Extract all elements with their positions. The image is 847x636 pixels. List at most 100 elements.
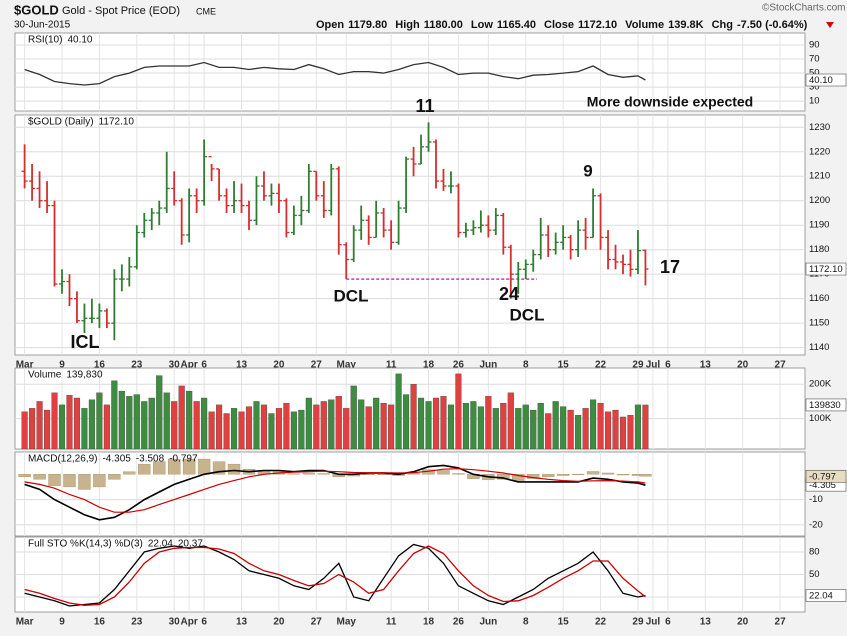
y-tick-label: 100K: [809, 413, 832, 424]
histogram-bar: [138, 463, 151, 475]
y-tick-label: 1150: [809, 318, 829, 329]
volume-bar: [73, 397, 81, 450]
histogram-bar: [437, 470, 450, 475]
volume-bar: [126, 396, 133, 450]
x-tick-label: 13: [700, 360, 712, 371]
volume-bar: [66, 395, 73, 450]
panel-title: Volume: [28, 370, 62, 381]
x-tick-label: 20: [737, 617, 749, 628]
volume-bar: [500, 403, 507, 450]
y-tick-label: 90: [809, 39, 820, 50]
x-tick-label: Jul: [646, 360, 661, 371]
y-tick-label: 80: [809, 547, 820, 558]
value-box-label: 22.04: [809, 590, 833, 601]
value-box: [805, 469, 847, 483]
histogram-bar: [362, 474, 375, 475]
volume-bar: [537, 403, 544, 450]
volume-bar: [290, 411, 297, 450]
volume-bar: [365, 406, 372, 450]
y-tick-label: 1160: [809, 293, 829, 304]
volume-bar: [627, 415, 634, 450]
x-tick-label: 13: [236, 617, 248, 628]
annotation: More downside expected: [587, 94, 753, 110]
annotation: 17: [660, 257, 680, 277]
volume-bar: [343, 408, 350, 450]
volume-bar: [485, 396, 492, 450]
quote-value: 1165.40: [497, 19, 536, 31]
histogram-bar: [93, 474, 106, 488]
value-box: [805, 262, 847, 276]
volume-bar: [328, 399, 335, 450]
panel-title: Full STO %K(14,3) %D(3): [28, 539, 143, 550]
histogram-bar: [227, 463, 241, 475]
y-tick-label: 200K: [809, 379, 832, 390]
quote-value: -7.50 (-0.64%): [737, 19, 808, 31]
volume-bar: [552, 401, 559, 450]
volume-bar: [81, 408, 88, 450]
histogram-bar: [407, 473, 420, 475]
y-tick-label: 1140: [809, 342, 829, 353]
histogram-bar: [317, 473, 330, 475]
x-tick-label: 13: [236, 360, 248, 371]
histogram-bar: [556, 474, 570, 476]
x-tick-label: 13: [700, 617, 712, 628]
histogram-bar: [197, 458, 211, 475]
volume-bar: [238, 411, 245, 450]
volume-bar: [642, 404, 649, 450]
y-tick-label: 1180: [809, 244, 829, 255]
volume-bar: [432, 397, 440, 450]
volume-bar: [604, 411, 612, 450]
title-value: 1172.10: [99, 117, 135, 128]
x-tick-label: 30: [169, 617, 181, 628]
histogram-bar: [167, 458, 181, 475]
x-tick-label: 26: [453, 360, 465, 371]
volume-bar: [530, 409, 537, 450]
volume-bar: [96, 392, 103, 450]
volume-bar: [612, 409, 619, 450]
panel-title: $GOLD (Daily): [28, 117, 94, 128]
volume-bar: [51, 392, 58, 450]
x-tick-label: 30: [169, 360, 181, 371]
volume-bar: [313, 404, 320, 450]
x-tick-label: 16: [94, 360, 106, 371]
indicator-line: [24, 545, 646, 606]
x-tick-label: Mar: [16, 360, 34, 371]
indicator-line: [24, 464, 646, 521]
volume-bar: [29, 408, 36, 450]
volume-bar: [522, 404, 529, 450]
quote-value: 1180.00: [424, 19, 463, 31]
title-value: 20.37: [178, 539, 203, 550]
quote-label: Open: [316, 19, 344, 31]
volume-bar: [103, 404, 110, 450]
annotation: DCL: [334, 286, 369, 305]
histogram-bar: [153, 461, 166, 475]
x-tick-label: 8: [523, 617, 529, 628]
y-tick-label: 1220: [809, 146, 830, 157]
y-tick-label: 1200: [809, 195, 830, 206]
x-tick-label: 6: [201, 360, 207, 371]
histogram-bar: [377, 474, 390, 475]
volume-bar: [305, 397, 312, 450]
y-tick-label: 30: [809, 82, 820, 93]
y-tick-label: -20: [809, 519, 823, 530]
volume-bar: [477, 406, 484, 450]
histogram-bar: [639, 474, 652, 477]
histogram-bar: [48, 474, 61, 486]
value-box-label: -4.305: [809, 480, 836, 491]
annotation: 9: [583, 161, 592, 180]
volume-bar: [462, 403, 469, 450]
volume-bar: [163, 392, 170, 450]
quote-value: 1172.10: [578, 19, 617, 31]
x-tick-label: 22: [595, 617, 607, 628]
volume-bar: [560, 406, 567, 450]
volume-bar: [545, 413, 552, 450]
volume-bar: [283, 403, 290, 450]
x-tick-label: 11: [386, 360, 397, 371]
panel-title: MACD(12,26,9): [28, 454, 97, 465]
x-tick-label: 27: [311, 360, 323, 371]
panel: [14, 367, 806, 450]
histogram-bar: [512, 474, 525, 481]
panel: [14, 114, 806, 356]
volume-bar: [88, 399, 95, 450]
